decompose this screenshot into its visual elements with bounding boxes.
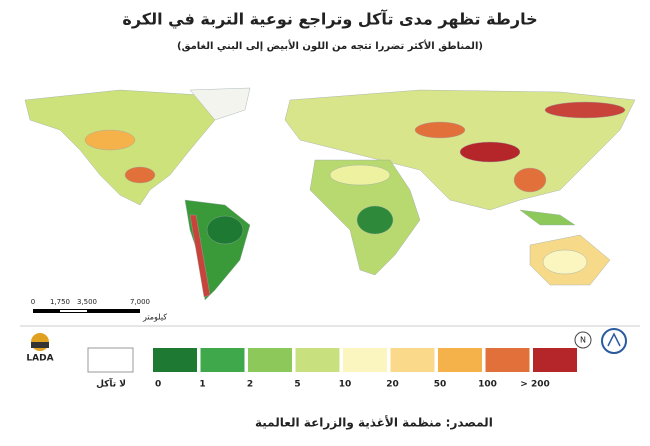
legend-label: 10: [339, 380, 352, 390]
title: خارطة تظهر مدى تآكل وتراجع نوعية التربة …: [122, 9, 537, 30]
scale-tick: 1,750: [50, 298, 70, 306]
scale-unit: كيلومتر: [142, 313, 167, 322]
source: المصدر: منظمة الأغذية والزراعة العالمية: [255, 415, 493, 431]
north-label: N: [580, 336, 586, 345]
legend-label: 1: [199, 380, 205, 390]
legend-swatch: [343, 348, 387, 372]
lada-label: LADA: [26, 354, 53, 364]
legend-label: 20: [386, 380, 399, 390]
legend-label: 5: [294, 380, 300, 390]
legend-no-erosion: [87, 347, 134, 373]
lada-logo: LADA: [26, 333, 54, 364]
legend-swatch: [390, 348, 435, 372]
legend-swatch: [533, 348, 577, 372]
fao-logo: [601, 328, 627, 354]
legend-swatch: [200, 348, 245, 372]
legend-swatch: [153, 348, 197, 372]
legend: 0 1 2 5 10 20 50 100 > 200: [153, 348, 577, 390]
scale-tick: 7,000: [130, 298, 150, 306]
legend-label: 50: [434, 380, 447, 390]
scale-bar: 0 1,750 3,500 7,000 كيلومتر: [31, 298, 167, 322]
legend-swatch: [295, 348, 340, 372]
subtitle: (المناطق الأكثر تضررا تتجه من اللون الأب…: [177, 39, 483, 52]
legend-label: 100: [478, 380, 497, 390]
scale-tick: 0: [31, 298, 35, 306]
scale-tick: 3,500: [77, 298, 97, 306]
legend-label: > 200: [520, 380, 549, 390]
legend-swatch: [438, 348, 482, 372]
legend-label: 0: [155, 380, 161, 390]
legend-label: 2: [247, 380, 253, 390]
world-map: [24, 87, 636, 301]
legend-label: لا تآكل: [96, 378, 126, 390]
legend-swatch: [248, 348, 292, 372]
north-arrow: N: [574, 331, 592, 349]
legend-swatch: [485, 348, 530, 372]
